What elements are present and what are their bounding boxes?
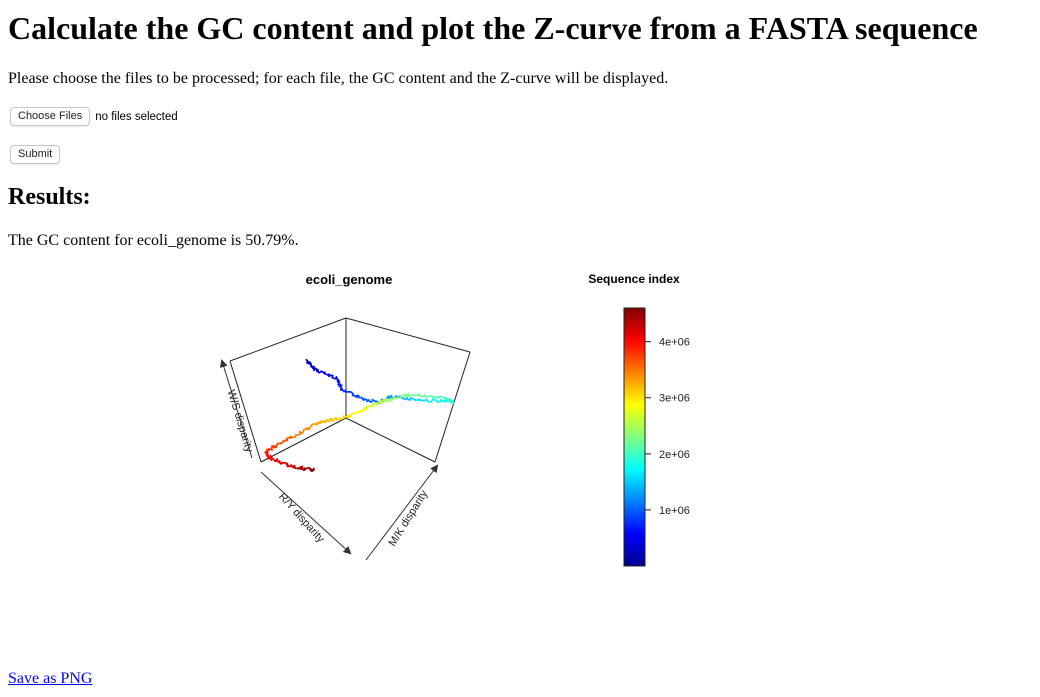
ry-axis-label: R/Y disparity xyxy=(276,491,327,546)
colorbar-tick-label: 2e+06 xyxy=(659,449,690,461)
box-edge xyxy=(434,351,471,463)
results-heading: Results: xyxy=(8,184,91,210)
colorbar-tick-label: 3e+06 xyxy=(659,393,690,405)
ws-axis-arrow xyxy=(219,359,253,459)
chart-title: ecoli_genome xyxy=(306,272,393,287)
colorbar-tick-label: 1e+06 xyxy=(659,505,690,517)
file-status-text: no files selected xyxy=(95,110,178,123)
page-title: Calculate the GC content and plot the Z-… xyxy=(8,10,978,46)
gc-content-text: The GC content for ecoli_genome is 50.79… xyxy=(8,232,299,249)
choose-files-button[interactable]: Choose Files xyxy=(10,107,91,126)
colorbar-ticks: 1e+06 2e+06 3e+06 4e+06 xyxy=(645,337,690,517)
ws-axis-label: W/S disparity xyxy=(225,388,256,454)
intro-text: Please choose the files to be processed;… xyxy=(8,70,669,87)
box-edge xyxy=(345,417,436,463)
axis-arrows xyxy=(219,359,439,561)
box-edge xyxy=(345,317,471,353)
mk-axis-arrow xyxy=(365,464,439,561)
z-curve-segment xyxy=(311,469,315,473)
colorbar xyxy=(623,307,646,567)
submit-button[interactable]: Submit xyxy=(10,145,61,164)
plot-box xyxy=(229,317,471,463)
ry-axis-arrow xyxy=(260,471,352,555)
z-curve-plot: ecoli_genome W/S disparity R/Y disparity… xyxy=(219,272,690,567)
mk-axis-label: M/K disparity xyxy=(387,488,431,549)
colorbar-title: Sequence index xyxy=(588,272,680,286)
box-edge xyxy=(229,360,262,463)
z-curve-trace xyxy=(264,358,455,473)
box-edge xyxy=(229,317,347,362)
file-input[interactable]: Choose Files no files selected xyxy=(10,107,178,126)
colorbar-tick-label: 4e+06 xyxy=(659,337,690,349)
save-png-link[interactable]: Save as PNG xyxy=(8,670,93,687)
box-edge xyxy=(260,417,347,463)
